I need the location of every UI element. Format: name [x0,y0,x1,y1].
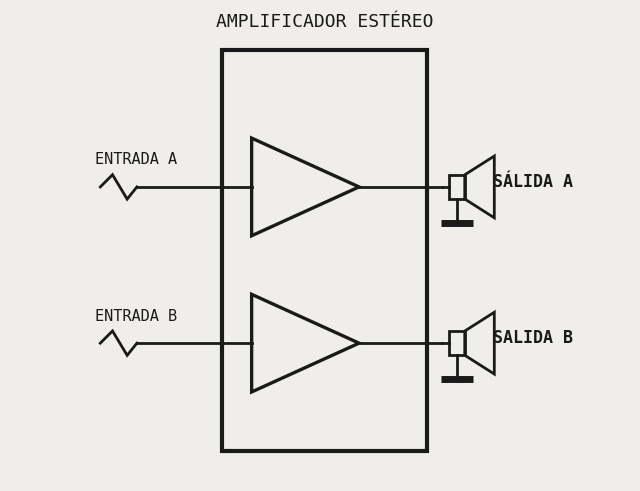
Text: SALIDA B: SALIDA B [493,329,573,347]
Text: ENTRADA A: ENTRADA A [95,152,177,167]
Text: SÁLIDA A: SÁLIDA A [493,173,573,191]
Bar [449,175,465,199]
Text: ENTRADA B: ENTRADA B [95,309,177,324]
Text: AMPLIFICADOR ESTÉREO: AMPLIFICADOR ESTÉREO [216,13,434,30]
Bar [449,331,465,355]
Bar [222,50,428,451]
